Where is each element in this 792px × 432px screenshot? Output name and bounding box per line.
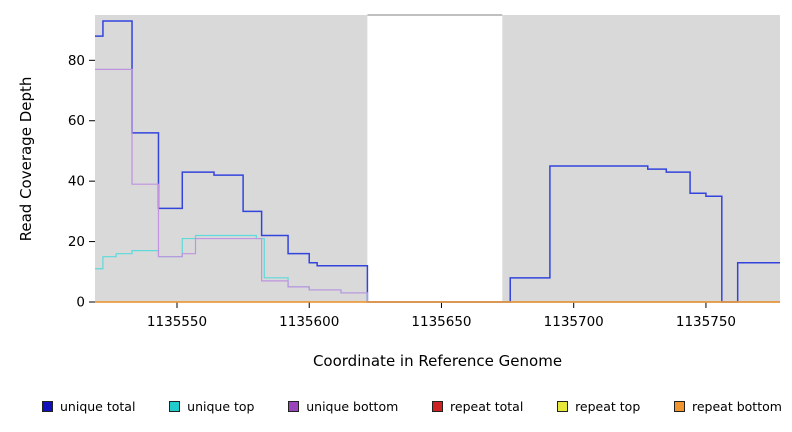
legend-label: unique bottom [306, 399, 399, 414]
x-tick-label: 1135750 [676, 314, 736, 330]
legend-label: repeat bottom [692, 399, 782, 414]
y-tick-label: 60 [68, 113, 85, 129]
plot-background-band [95, 15, 368, 302]
plot-background-band [502, 15, 780, 302]
legend-label: unique total [60, 399, 136, 414]
x-tick-label: 1135700 [544, 314, 604, 330]
y-tick-label: 0 [76, 295, 85, 311]
y-tick-label: 80 [68, 53, 85, 69]
legend-item-unique-top: unique top [169, 399, 254, 414]
legend-swatch-repeat-total [432, 401, 444, 412]
legend-label: unique top [187, 399, 255, 414]
plot-background-band [367, 15, 503, 302]
legend-label: repeat total [450, 399, 524, 414]
legend-item-unique-total: unique total [42, 399, 135, 414]
legend-swatch-unique-total [42, 401, 53, 412]
series-line-unique-total [95, 20, 780, 303]
plot-area: 1135550 1135600 1135650 1135700 1135750 0 20 40… [68, 14, 780, 330]
legend-swatch-unique-top [169, 401, 181, 412]
legend-swatch-repeat-bottom [674, 401, 685, 412]
y-axis-title: Read Coverage Depth [17, 76, 35, 242]
x-tick-label: 1135550 [147, 314, 207, 330]
y-tick-label: 20 [68, 234, 85, 250]
series-line-unique-bottom [95, 68, 780, 303]
legend-label: repeat top [575, 399, 641, 414]
x-tick-label: 1135600 [279, 314, 339, 330]
legend-swatch-unique-bottom [288, 401, 300, 412]
x-tick-label: 1135650 [411, 314, 471, 330]
legend-swatch-repeat-top [557, 401, 569, 412]
legend-item-repeat-bottom: repeat bottom [674, 399, 782, 414]
x-axis-title: Coordinate in Reference Genome [312, 352, 563, 370]
y-tick-label: 40 [68, 174, 85, 190]
legend-item-repeat-top: repeat top [557, 399, 640, 414]
legend-item-repeat-total: repeat total [432, 399, 523, 414]
legend: unique total unique top unique bottom repea… [42, 399, 782, 414]
legend-item-unique-bottom: unique bottom [288, 399, 398, 414]
